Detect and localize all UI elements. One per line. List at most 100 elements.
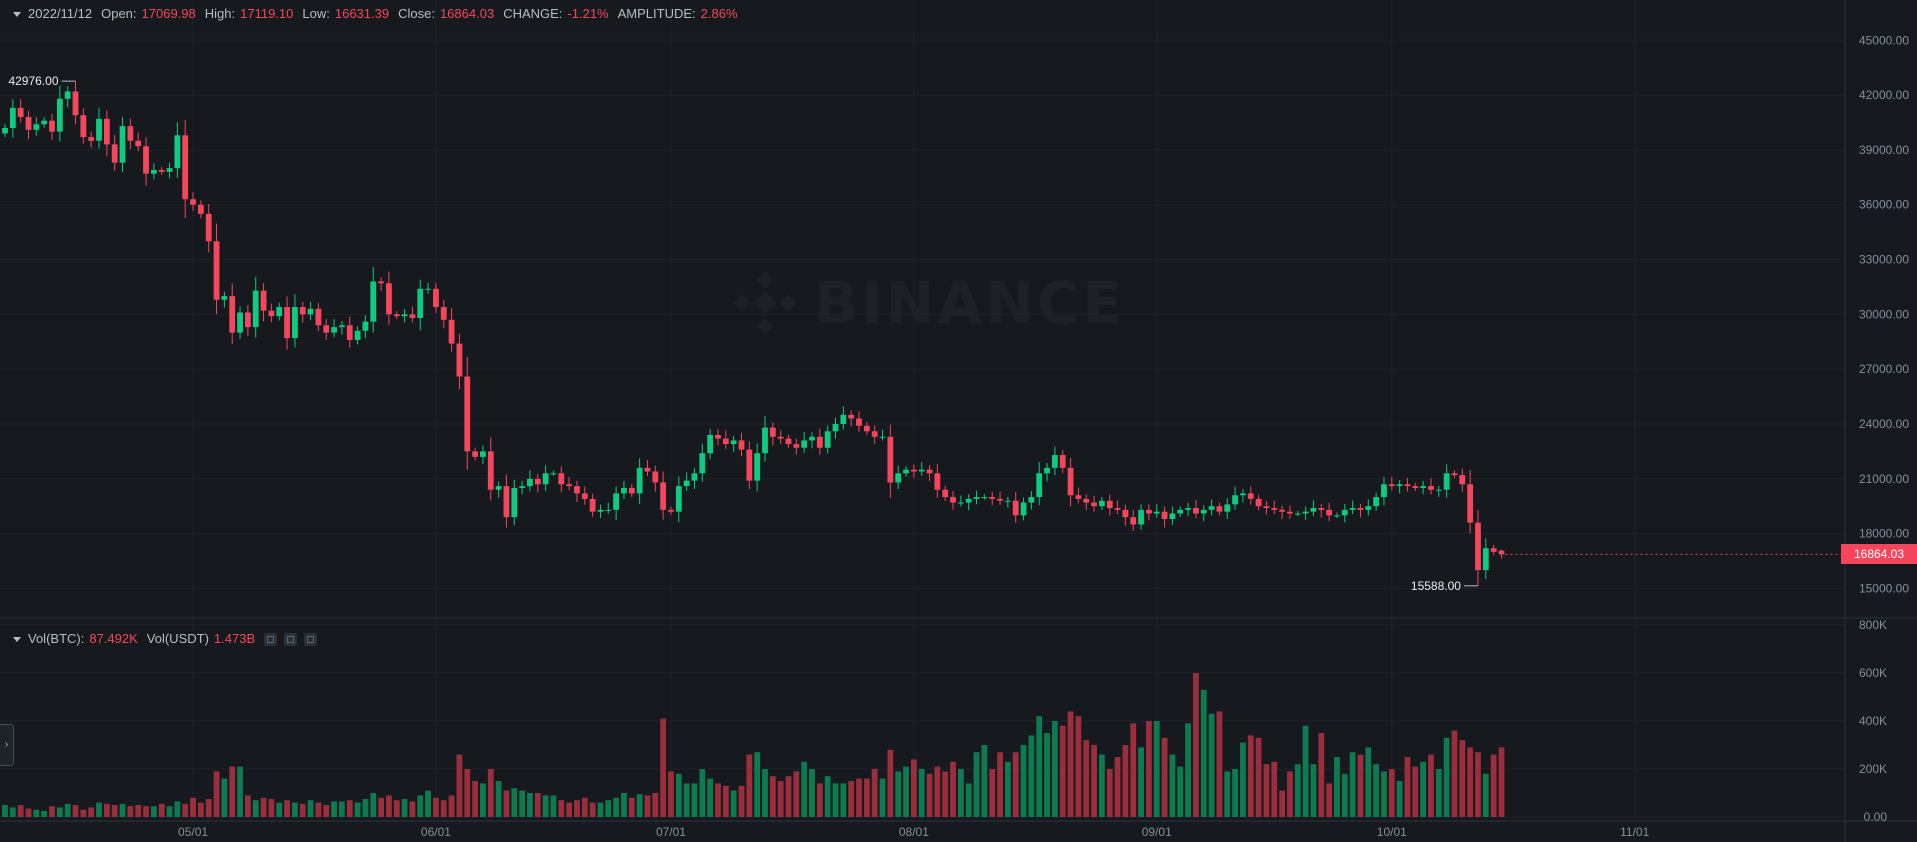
volume-bar (816, 783, 823, 817)
candle-body (957, 502, 964, 504)
volume-bar (409, 801, 416, 817)
volume-bar (762, 769, 768, 817)
candle-body (511, 487, 518, 518)
candle-body (918, 469, 925, 472)
volume-bar (362, 799, 369, 817)
candle-body (252, 290, 259, 328)
time-tick-label: 11/01 (1620, 825, 1649, 839)
candle-body (1326, 509, 1333, 516)
candle-body (127, 126, 134, 141)
volume-bar (769, 776, 776, 817)
volume-bar (260, 797, 267, 817)
low-value: 16631.39 (334, 6, 390, 21)
volume-bar (448, 795, 455, 817)
volume-bar (644, 795, 651, 817)
volume-tick-label: 400K (1859, 714, 1887, 728)
candle-body (119, 126, 126, 163)
candle-body (1161, 511, 1168, 519)
candle-body (237, 312, 243, 333)
candle-body (378, 281, 384, 284)
watermark-text: BINANCE (814, 269, 1125, 337)
price-tick-label: 15000.00 (1859, 581, 1909, 595)
volume-bar (495, 781, 502, 817)
candle-body (1224, 504, 1231, 512)
volume-bar (793, 771, 800, 817)
candle-body (1420, 486, 1427, 488)
caret-down-icon[interactable] (13, 637, 21, 642)
indicator-settings-button[interactable] (284, 632, 298, 646)
candle-body (1498, 550, 1505, 555)
expand-panel-icon[interactable]: › (0, 724, 14, 766)
candle-body (64, 91, 71, 99)
volume-bar (1388, 769, 1395, 817)
candle-body (769, 427, 776, 437)
candle-body (1428, 486, 1434, 490)
candle-body (1075, 495, 1082, 499)
candle-body (1004, 500, 1011, 502)
volume-bar (315, 802, 322, 817)
candle-body (229, 296, 236, 333)
candle-body (730, 440, 737, 445)
candle-body (213, 241, 220, 300)
candle-body (480, 451, 486, 457)
candle-body (840, 414, 847, 424)
close-value: 16864.03 (439, 6, 495, 21)
volume-bar (730, 790, 737, 817)
volume-bar (1349, 752, 1356, 817)
volume-bar (863, 778, 870, 817)
volume-bar (64, 803, 71, 817)
volume-bar (433, 797, 439, 817)
volume-bar (628, 797, 635, 817)
time-tick-label: 06/01 (421, 825, 451, 839)
high-value: 17119.10 (240, 6, 294, 21)
candle-body (260, 290, 267, 311)
indicator-close-button[interactable] (304, 632, 318, 646)
volume-bar (605, 800, 612, 817)
candle-body (534, 478, 541, 485)
candle-body (722, 438, 729, 445)
volume-bar (1459, 740, 1466, 817)
candle-body (856, 418, 862, 426)
candle-body (1459, 475, 1466, 485)
candle-body (699, 453, 706, 474)
volume-bar (1106, 769, 1113, 817)
candle-body (1036, 473, 1043, 498)
candle-body (566, 484, 573, 487)
volume-bar (339, 801, 345, 817)
volume-bar (754, 752, 761, 817)
candle-body (668, 509, 674, 512)
volume-bar (1271, 761, 1278, 817)
candle-body (1287, 511, 1293, 514)
candle-body (1020, 502, 1027, 516)
volume-bar (472, 781, 478, 817)
candle-body (1334, 515, 1340, 517)
volume-bar (871, 769, 878, 817)
volume-bar (1075, 716, 1082, 817)
volume-bar (824, 776, 831, 817)
volume-bar (668, 771, 674, 817)
volume-bar (80, 809, 87, 817)
indicator-visibility-button[interactable] (264, 632, 278, 646)
volume-bar (299, 803, 306, 817)
volume-bar (393, 800, 400, 817)
volume-bar (832, 783, 839, 817)
candle-body (934, 473, 941, 490)
candle-body (1122, 509, 1129, 518)
price-tick-label: 36000.00 (1859, 198, 1909, 212)
candle-body (1263, 506, 1270, 509)
volume-bar (856, 778, 862, 817)
volume-bar (715, 783, 721, 817)
caret-down-icon[interactable] (13, 12, 21, 17)
volume-bar (660, 718, 667, 817)
candle-body (370, 281, 377, 322)
candle-body (331, 327, 337, 333)
volume-bar (542, 795, 549, 817)
volume-bar (268, 799, 275, 817)
candle-body (393, 314, 400, 317)
candle-body (628, 487, 635, 494)
candle-body (1028, 497, 1035, 503)
candle-body (1467, 484, 1474, 523)
candle-body (25, 117, 32, 130)
volume-bar (950, 761, 956, 817)
